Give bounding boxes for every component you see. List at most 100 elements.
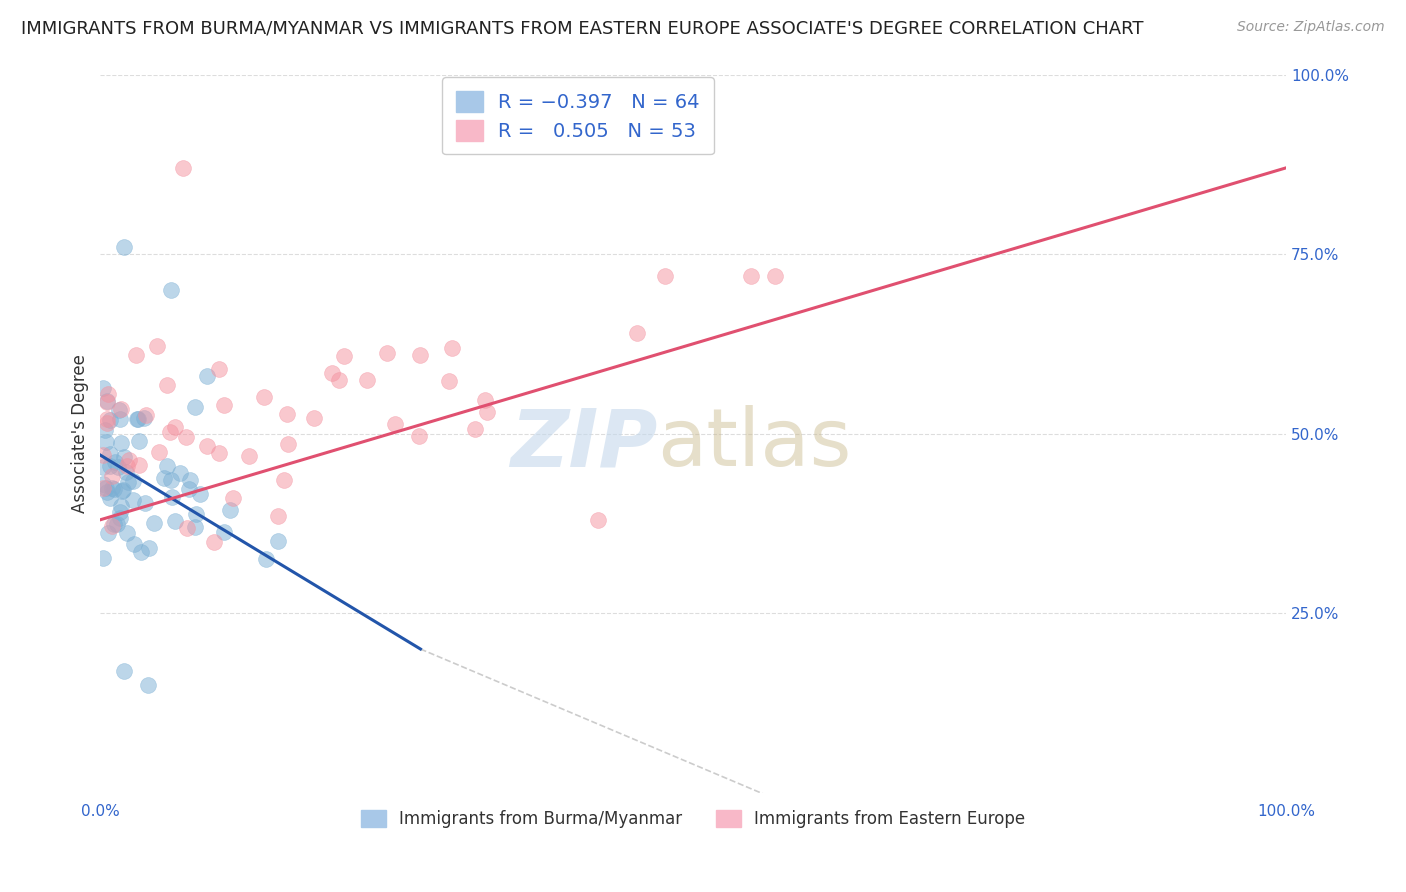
Point — [110, 505, 132, 519]
Point — [91, 381, 114, 395]
Text: atlas: atlas — [658, 405, 852, 483]
Point — [107, 460, 129, 475]
Point — [91, 481, 114, 495]
Point — [112, 664, 135, 678]
Point — [98, 447, 121, 461]
Point — [108, 402, 131, 417]
Point — [267, 534, 290, 549]
Point — [96, 412, 118, 426]
Point — [97, 387, 120, 401]
Point — [135, 409, 157, 423]
Point — [333, 349, 356, 363]
Point — [179, 474, 201, 488]
Text: ZIP: ZIP — [510, 405, 658, 483]
Point — [146, 339, 169, 353]
Point — [96, 416, 118, 430]
Point — [100, 481, 122, 495]
Point — [132, 410, 155, 425]
Point — [328, 373, 350, 387]
Point — [103, 516, 125, 531]
Point — [103, 454, 125, 468]
Point — [156, 378, 179, 392]
Point — [115, 526, 138, 541]
Point — [160, 283, 183, 297]
Point — [160, 474, 183, 488]
Point — [302, 411, 325, 425]
Point — [179, 482, 201, 496]
Point — [437, 374, 460, 388]
Point — [208, 446, 231, 460]
Point — [763, 268, 786, 283]
Point — [138, 541, 160, 555]
Point — [96, 394, 118, 409]
Point — [474, 393, 496, 408]
Point — [98, 413, 121, 427]
Point — [212, 525, 235, 540]
Point — [356, 373, 378, 387]
Point — [143, 516, 166, 531]
Point — [107, 517, 129, 532]
Point — [122, 537, 145, 551]
Point — [204, 535, 226, 549]
Point — [253, 390, 276, 404]
Point — [97, 526, 120, 541]
Point — [375, 346, 398, 360]
Point — [128, 458, 150, 472]
Point — [125, 348, 148, 362]
Point — [93, 423, 115, 437]
Point — [408, 429, 430, 443]
Point — [212, 398, 235, 412]
Y-axis label: Associate's Degree: Associate's Degree — [72, 354, 89, 513]
Point — [108, 511, 131, 525]
Point — [276, 407, 298, 421]
Point — [441, 341, 464, 355]
Point — [184, 520, 207, 534]
Point — [117, 475, 139, 489]
Point — [174, 430, 197, 444]
Point — [464, 422, 486, 436]
Legend: Immigrants from Burma/Myanmar, Immigrants from Eastern Europe: Immigrants from Burma/Myanmar, Immigrant… — [354, 803, 1032, 835]
Point — [100, 458, 122, 473]
Point — [91, 551, 114, 566]
Point — [218, 503, 240, 517]
Point — [321, 366, 343, 380]
Point — [277, 436, 299, 450]
Point — [254, 552, 277, 566]
Point — [91, 459, 114, 474]
Point — [96, 434, 118, 449]
Point — [91, 476, 114, 491]
Point — [127, 412, 149, 426]
Point — [172, 161, 194, 175]
Point — [409, 348, 432, 362]
Point — [222, 491, 245, 505]
Point — [112, 450, 135, 464]
Point — [267, 509, 290, 524]
Point — [111, 484, 134, 499]
Point — [91, 448, 114, 462]
Point — [238, 449, 260, 463]
Point — [148, 445, 170, 459]
Point — [96, 484, 118, 499]
Point — [110, 436, 132, 450]
Point — [100, 469, 122, 483]
Point — [117, 459, 139, 474]
Point — [654, 268, 676, 283]
Point — [131, 545, 153, 559]
Point — [740, 268, 762, 283]
Point — [384, 417, 406, 431]
Point — [273, 473, 295, 487]
Point — [136, 678, 159, 692]
Point — [134, 496, 156, 510]
Point — [98, 491, 121, 505]
Point — [626, 326, 648, 341]
Point — [112, 240, 135, 254]
Point — [110, 402, 132, 417]
Point — [110, 500, 132, 514]
Point — [128, 434, 150, 448]
Point — [125, 412, 148, 426]
Point — [588, 513, 610, 527]
Text: Source: ZipAtlas.com: Source: ZipAtlas.com — [1237, 20, 1385, 34]
Point — [160, 491, 183, 505]
Point — [103, 482, 125, 496]
Point — [207, 362, 229, 376]
